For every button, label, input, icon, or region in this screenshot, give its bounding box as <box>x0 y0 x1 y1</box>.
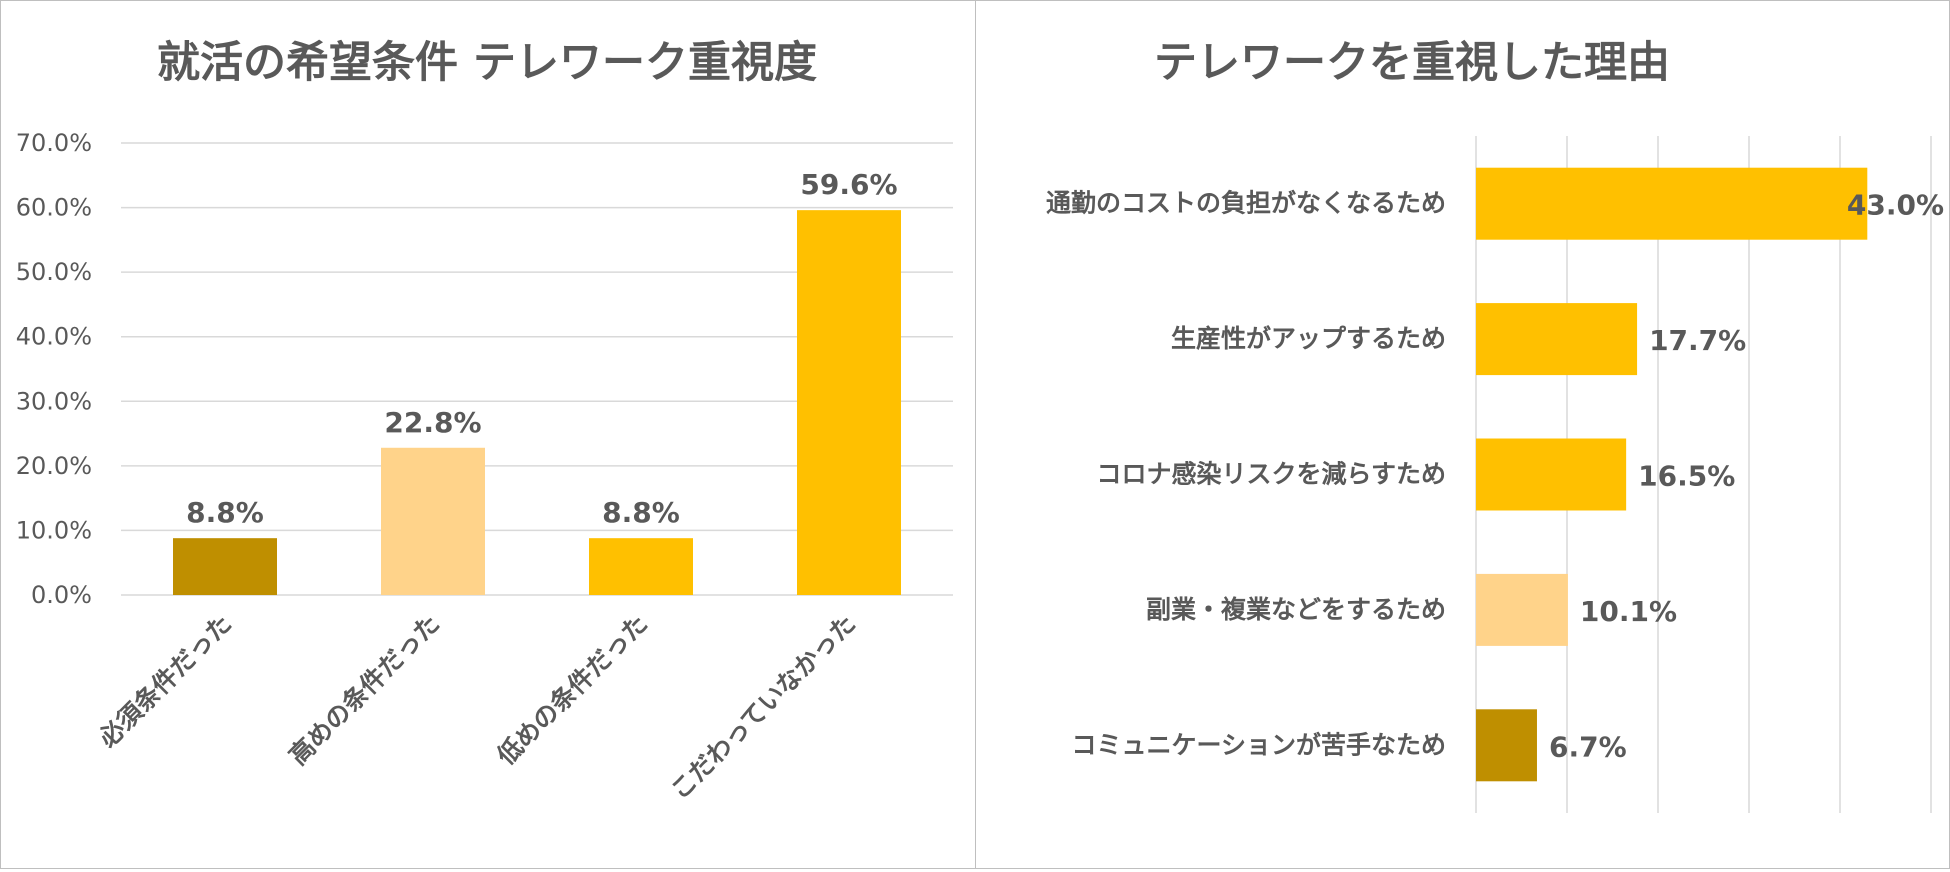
y-tick-label: 20.0% <box>16 452 92 480</box>
x-category-label: 高めの条件だった <box>283 609 445 771</box>
bar <box>797 210 901 595</box>
data-label: 6.7% <box>1549 730 1627 763</box>
chart-panel-telework-reasons: テレワークを重視した理由 通勤のコストの負担がなくなるため 43.0% 生産性がアッ… <box>975 0 1950 869</box>
bar <box>1476 167 1868 240</box>
y-tick-label: 70.0% <box>16 129 92 157</box>
y-category-label: 通勤のコストの負担がなくなるため <box>1046 189 1446 218</box>
y-tick-label: 40.0% <box>16 323 92 351</box>
chart-panel-telework-importance: 就活の希望条件 テレワーク重視度 0.0% 10.0% 20.0% 30.0% 40.0… <box>0 0 976 869</box>
bar <box>1476 303 1638 376</box>
bar <box>1476 438 1627 511</box>
bar <box>173 538 277 595</box>
y-category-label: 副業・複業などをするため <box>1146 595 1446 624</box>
data-label: 16.5% <box>1638 460 1735 493</box>
x-category-label: 低めの条件だった <box>491 609 654 772</box>
data-label: 17.7% <box>1649 324 1746 357</box>
bar <box>1476 573 1568 646</box>
data-label: 59.6% <box>800 168 897 201</box>
y-category-label: 生産性がアップするため <box>1171 324 1446 353</box>
y-tick-label: 50.0% <box>16 258 92 286</box>
data-label: 8.8% <box>602 496 680 529</box>
bar-chart-telework-importance: 就活の希望条件 テレワーク重視度 0.0% 10.0% 20.0% 30.0% 40.0… <box>16 38 953 805</box>
y-category-label: コロナ感染リスクを減らすため <box>1096 460 1446 489</box>
data-label: 43.0% <box>1847 189 1944 222</box>
y-tick-label: 60.0% <box>16 194 92 222</box>
chart-title: テレワークを重視した理由 <box>1154 38 1670 88</box>
y-tick-label: 30.0% <box>16 387 92 415</box>
data-label: 10.1% <box>1580 595 1677 628</box>
x-category-label: 必須条件だった <box>93 609 237 753</box>
bar <box>1476 709 1537 782</box>
y-tick-label: 0.0% <box>31 581 92 609</box>
bar-chart-telework-reasons: テレワークを重視した理由 通勤のコストの負担がなくなるため 43.0% 生産性がアッ… <box>1046 38 1944 813</box>
x-category-label: こだわっていなかった <box>665 609 861 805</box>
data-label: 22.8% <box>384 406 481 439</box>
y-tick-label: 10.0% <box>16 516 92 544</box>
y-category-label: コミュニケーションが苦手なため <box>1071 730 1446 759</box>
bar <box>381 447 485 595</box>
bar <box>589 538 693 595</box>
chart-title: 就活の希望条件 テレワーク重視度 <box>157 38 817 88</box>
data-label: 8.8% <box>186 496 264 529</box>
